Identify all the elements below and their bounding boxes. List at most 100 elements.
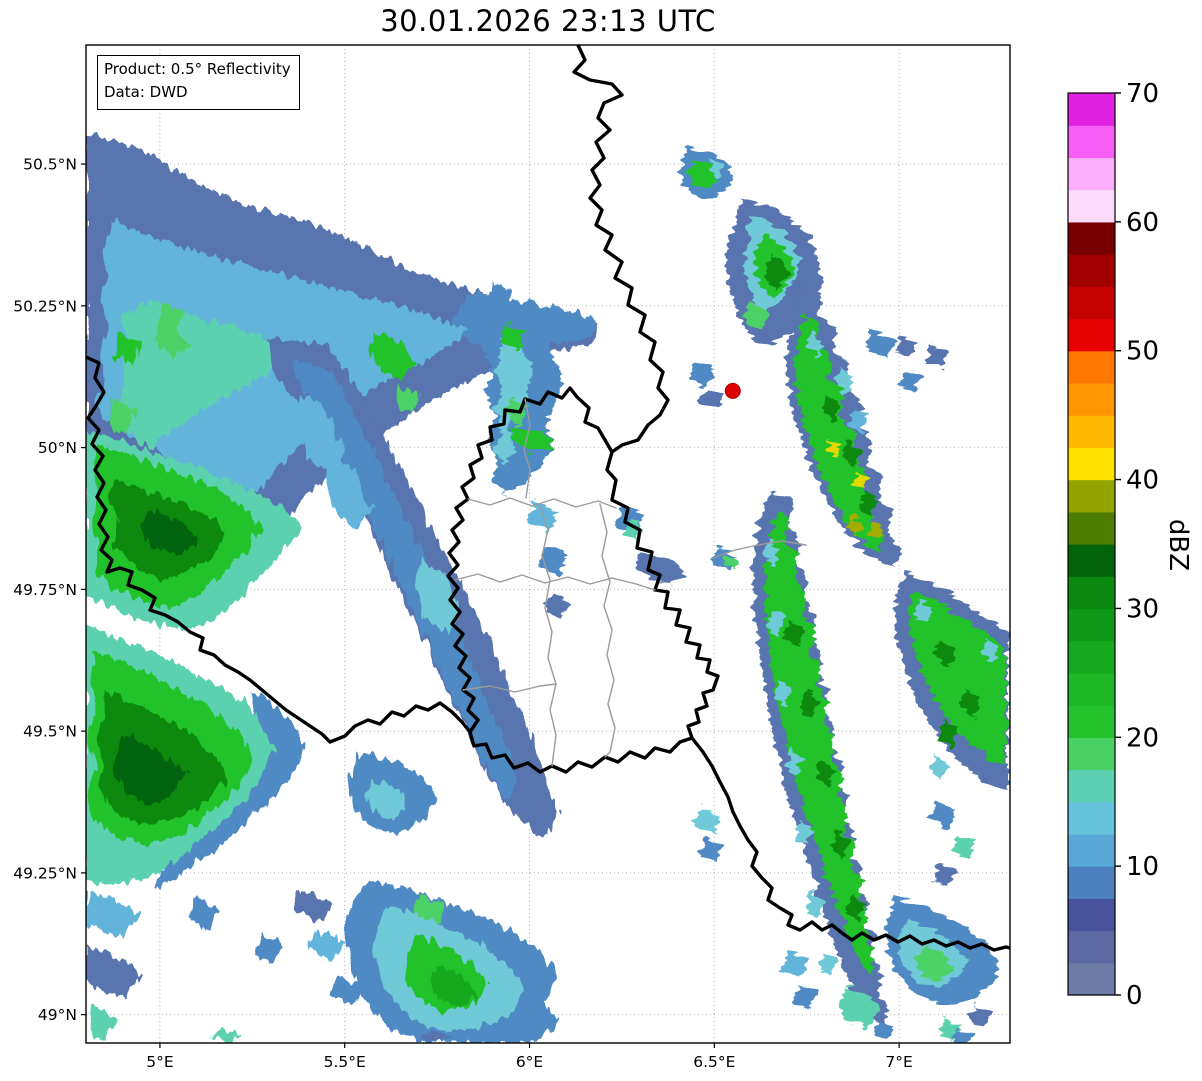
radar-echo bbox=[952, 835, 975, 860]
radar-echo bbox=[807, 890, 824, 916]
radar-echo bbox=[838, 985, 880, 1028]
radar-echo bbox=[634, 552, 685, 585]
radar-echo bbox=[960, 690, 980, 718]
radar-echo bbox=[865, 330, 895, 358]
colorbar-tick-label: 0 bbox=[1126, 981, 1143, 1011]
y-tick-label: 50°N bbox=[38, 439, 77, 457]
radar-echo bbox=[694, 808, 722, 834]
radar-echo bbox=[308, 930, 345, 960]
radar-echo bbox=[510, 425, 552, 452]
radar-echo bbox=[154, 302, 190, 356]
radar-echo bbox=[822, 395, 840, 422]
y-tick-label: 50.25°N bbox=[13, 297, 77, 315]
radar-echo bbox=[893, 335, 918, 358]
colorbar-segment bbox=[1068, 93, 1115, 126]
x-tick-label: 5°E bbox=[146, 1053, 173, 1071]
y-tick-label: 49°N bbox=[38, 1006, 77, 1024]
radar-echo bbox=[868, 522, 884, 539]
radar-echo bbox=[394, 385, 420, 415]
colorbar-segment bbox=[1068, 962, 1115, 996]
colorbar-segment bbox=[1068, 447, 1115, 481]
colorbar: 0 10 20 30 40 50 60 70 bbox=[1067, 79, 1159, 1011]
colorbar-segment bbox=[1068, 801, 1115, 835]
radar-echo bbox=[825, 440, 841, 458]
colorbar-tick-label: 50 bbox=[1126, 337, 1159, 367]
radar-echo bbox=[324, 455, 372, 528]
colorbar-segment bbox=[1068, 576, 1115, 610]
colorbar-tick-label: 30 bbox=[1126, 594, 1159, 624]
colorbar-tick-label: 10 bbox=[1126, 852, 1159, 882]
border-canton-north bbox=[523, 398, 531, 499]
radar-echo bbox=[767, 610, 784, 636]
radar-echo bbox=[980, 640, 998, 664]
border-luxembourg bbox=[446, 386, 720, 774]
x-tick-label: 6.5°E bbox=[693, 1053, 735, 1071]
radar-echo bbox=[190, 898, 220, 930]
border-france-germany bbox=[690, 736, 1010, 952]
radar-echo bbox=[430, 965, 478, 1008]
colorbar-segment bbox=[1068, 544, 1115, 577]
product-line: Product: 0.5° Reflectivity bbox=[104, 60, 291, 78]
radar-echo-layer-west bbox=[86, 133, 600, 1043]
borders bbox=[86, 45, 1010, 952]
radar-echo bbox=[908, 590, 1006, 768]
radar-echo bbox=[925, 344, 950, 368]
location-marker bbox=[724, 382, 741, 399]
colorbar-segment bbox=[1068, 898, 1115, 932]
border-canton-3 bbox=[539, 505, 557, 767]
radar-echo bbox=[700, 388, 724, 409]
radar-echo bbox=[858, 490, 877, 516]
colorbar-segment bbox=[1068, 189, 1115, 223]
radar-echo bbox=[112, 735, 188, 805]
radar-echo bbox=[793, 985, 818, 1010]
x-tick-label: 5.5°E bbox=[324, 1053, 366, 1071]
radar-echo bbox=[744, 300, 768, 330]
radar-echo bbox=[422, 1030, 448, 1043]
colorbar-segment bbox=[1068, 930, 1115, 964]
radar-echo bbox=[841, 440, 860, 468]
colorbar-segment bbox=[1068, 382, 1115, 416]
radar-echo bbox=[330, 975, 365, 1005]
radar-echo bbox=[950, 1028, 975, 1043]
radar-echo bbox=[872, 1020, 895, 1042]
radar-echo bbox=[899, 368, 922, 392]
product-info-box: Product: 0.5° Reflectivity Data: DWD bbox=[97, 55, 300, 110]
radar-echo bbox=[88, 1005, 120, 1040]
radar-echo bbox=[86, 890, 140, 938]
radar-echo bbox=[785, 620, 803, 648]
radar-echo bbox=[494, 335, 535, 465]
x-tick-label: 7°E bbox=[885, 1053, 912, 1071]
radar-echo bbox=[834, 370, 852, 396]
axis-labels: 5°E 5.5°E 6°E 6.5°E 7°E 50.5°N 50.25°N 50°N 49.7… bbox=[13, 156, 913, 1071]
radar-echo bbox=[832, 830, 850, 858]
colorbar-segment bbox=[1068, 125, 1115, 159]
radar-echo bbox=[933, 862, 958, 887]
radar-echo bbox=[112, 330, 140, 366]
border-canton-4 bbox=[599, 503, 616, 758]
radar-echo bbox=[486, 282, 512, 306]
radar-echo bbox=[781, 952, 808, 978]
colorbar-frame bbox=[1067, 92, 1116, 996]
colorbar-segment bbox=[1068, 254, 1115, 287]
colorbar-segment bbox=[1068, 350, 1115, 384]
radar-echo bbox=[140, 510, 200, 556]
radar-echo bbox=[500, 322, 525, 350]
radar-echo bbox=[938, 720, 958, 746]
border-belgium-germany bbox=[572, 45, 670, 454]
radar-echo bbox=[775, 680, 792, 706]
radar-echo bbox=[366, 780, 408, 820]
radar-echo bbox=[800, 690, 818, 718]
radar-echo bbox=[710, 158, 724, 178]
colorbar-segment bbox=[1068, 221, 1115, 255]
radar-echo bbox=[915, 945, 952, 982]
border-canton-5 bbox=[462, 683, 557, 693]
x-tick-label: 6°E bbox=[516, 1053, 543, 1071]
colorbar-tick-label: 70 bbox=[1126, 79, 1159, 109]
radar-echo bbox=[214, 1028, 242, 1043]
radar-echo bbox=[930, 755, 948, 779]
border-france-belgium bbox=[86, 355, 472, 744]
border-canton-2 bbox=[454, 573, 656, 591]
colorbar-segment bbox=[1068, 511, 1115, 545]
colorbar-segment bbox=[1068, 415, 1115, 448]
